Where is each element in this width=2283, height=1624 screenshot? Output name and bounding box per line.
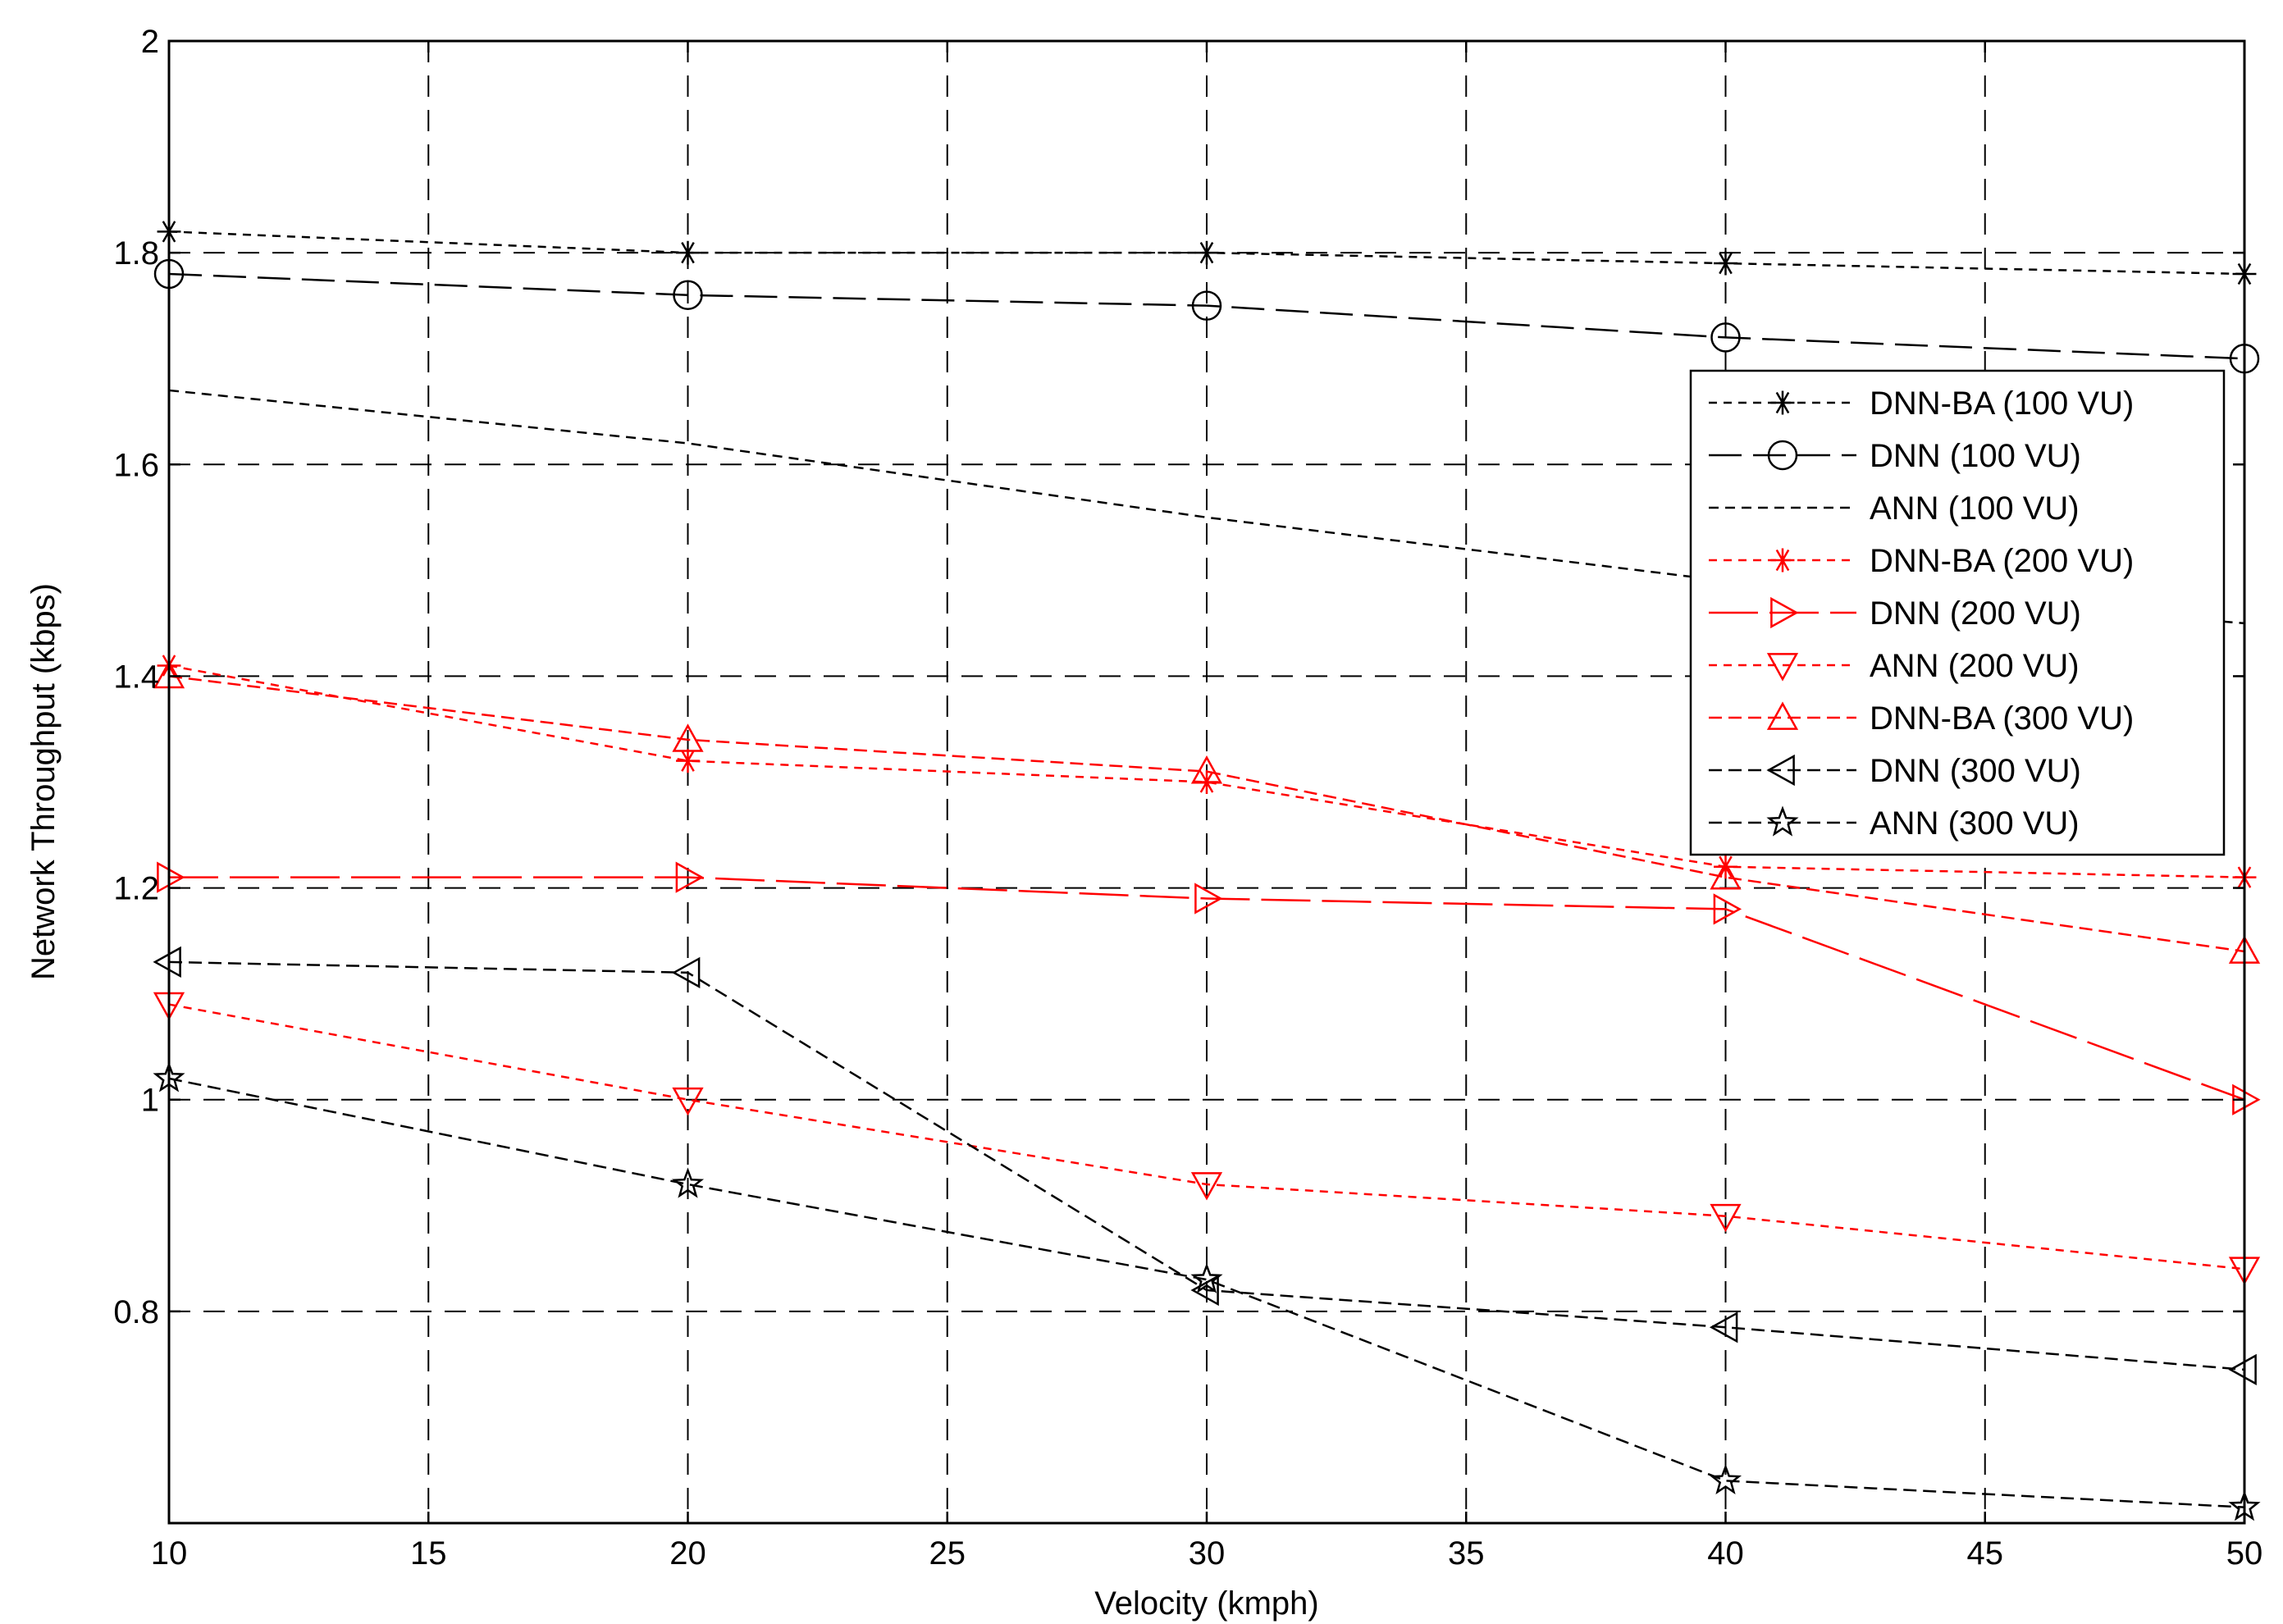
legend-label: ANN (200 VU) <box>1870 648 2080 684</box>
data-point <box>153 946 181 979</box>
x-tick-label: 10 <box>151 1535 188 1572</box>
legend-item: DNN-BA (100 VU) <box>1709 385 2134 422</box>
legend-marker <box>1770 548 1795 573</box>
legend-marker <box>1767 440 1798 471</box>
x-tick-label: 30 <box>1189 1535 1226 1572</box>
x-tick-label: 35 <box>1448 1535 1485 1572</box>
x-tick-label: 50 <box>2226 1535 2263 1572</box>
y-axis-label: Network Throughput (kbps) <box>25 583 62 980</box>
data-point <box>1710 861 1742 890</box>
data-point <box>1190 1262 1223 1293</box>
legend-item: DNN (100 VU) <box>1709 438 2081 474</box>
series-line <box>168 960 2245 1371</box>
data-point <box>676 240 700 265</box>
y-tick-label: 1.2 <box>113 871 159 907</box>
y-tick-label: 1.8 <box>113 235 159 271</box>
legend-marker <box>1770 390 1795 415</box>
x-tick-label: 15 <box>410 1535 447 1572</box>
legend-item: ANN (200 VU) <box>1709 648 2080 684</box>
data-point <box>1714 251 1737 276</box>
data-point <box>1710 322 1741 353</box>
legend-label: DNN-BA (300 VU) <box>1870 700 2134 737</box>
x-tick-label: 20 <box>669 1535 706 1572</box>
legend-marker <box>1766 805 1799 837</box>
legend-item: DNN (300 VU) <box>1709 753 2081 789</box>
data-point <box>1709 1463 1742 1495</box>
legend-label: ANN (300 VU) <box>1870 805 2080 842</box>
y-tick-label: 2 <box>141 24 159 60</box>
legend-label: DNN (100 VU) <box>1870 438 2081 474</box>
series-line <box>168 1003 2245 1270</box>
data-point <box>157 861 185 893</box>
legend-marker <box>1766 701 1799 730</box>
data-point <box>1714 855 1737 879</box>
data-point <box>1190 1172 1223 1201</box>
legend: DNN-BA (100 VU) DNN (100 VU) ANN (100 VU) D… <box>1689 369 2226 856</box>
series-line <box>168 272 2245 360</box>
series-line <box>169 876 2245 1101</box>
legend-label: DNN-BA (100 VU) <box>1870 385 2134 422</box>
y-tick-label: 1.4 <box>113 659 159 695</box>
axis-ticks: 10 15 20 25 30 35 40 45 50 0.8 1 1.2 1.4 1.6 1.8 2 <box>113 24 2262 1572</box>
data-point <box>1710 1203 1742 1233</box>
data-point <box>1190 755 1223 784</box>
x-tick-label: 45 <box>1967 1535 2004 1572</box>
y-tick-label: 1 <box>141 1083 159 1119</box>
series-group <box>153 992 2261 1285</box>
data-point <box>2228 1353 2257 1385</box>
data-point <box>671 956 701 988</box>
legend-label: ANN (100 VU) <box>1870 490 2080 527</box>
legend-item: ANN (300 VU) <box>1709 805 2080 842</box>
legend-marker <box>1770 596 1799 629</box>
data-point <box>675 861 705 893</box>
data-point <box>1190 1274 1219 1307</box>
data-point <box>1191 290 1222 321</box>
legend-label: DNN-BA (200 VU) <box>1870 543 2134 579</box>
legend-item: DNN-BA (300 VU) <box>1709 700 2134 737</box>
data-point <box>671 1167 705 1198</box>
data-point <box>676 749 700 773</box>
data-point <box>672 1087 704 1116</box>
legend-marker <box>1766 653 1799 682</box>
data-point <box>1709 1312 1738 1343</box>
legend-label: DNN (200 VU) <box>1870 595 2081 632</box>
data-point <box>1194 883 1223 915</box>
y-tick-label: 0.8 <box>113 1294 159 1330</box>
y-tick-label: 1.6 <box>113 447 159 483</box>
data-point <box>1194 240 1219 265</box>
x-axis-label: Velocity (kmph) <box>1094 1585 1318 1622</box>
legend-item: DNN (200 VU) <box>1709 595 2081 632</box>
legend-marker <box>1766 754 1795 787</box>
data-point <box>672 723 704 752</box>
data-point <box>673 280 703 311</box>
legend-item: DNN-BA (200 VU) <box>1709 543 2134 579</box>
legend-label: DNN (300 VU) <box>1870 753 2081 789</box>
series-group <box>153 946 2257 1385</box>
data-point <box>1713 893 1742 925</box>
series-line <box>168 664 2245 878</box>
series-group <box>157 861 2261 1115</box>
x-tick-label: 40 <box>1707 1535 1744 1572</box>
x-tick-label: 25 <box>929 1535 966 1572</box>
legend-item: ANN (100 VU) <box>1709 490 2080 527</box>
